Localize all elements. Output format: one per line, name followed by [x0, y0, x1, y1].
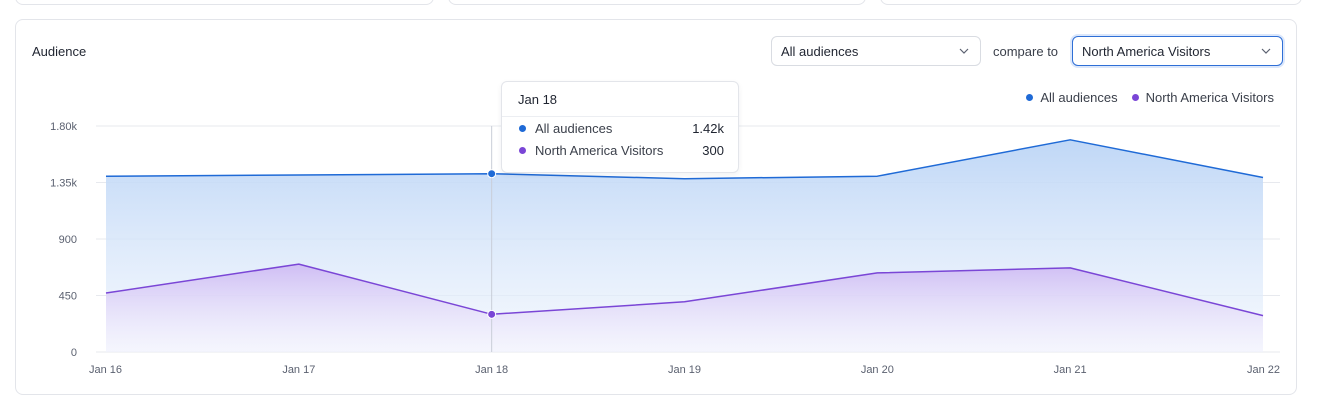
x-tick-label: Jan 18 — [475, 364, 508, 376]
compare-select[interactable]: North America Visitors — [1072, 36, 1283, 66]
audience-select-value: All audiences — [781, 43, 859, 59]
legend-dot — [1026, 94, 1034, 101]
tooltip-row: All audiences 1.42k — [502, 117, 738, 139]
compare-select-value: North America Visitors — [1082, 43, 1211, 59]
tooltip-row: North America Visitors 300 — [502, 139, 738, 161]
legend-label: All audiences — [1040, 90, 1118, 105]
tooltip-dot — [519, 124, 526, 132]
y-tick-label: 1.35k — [50, 178, 77, 190]
x-tick-label: Jan 17 — [282, 364, 315, 376]
audience-select[interactable]: All audiences — [771, 36, 981, 66]
legend-label: North America Visitors — [1145, 90, 1274, 105]
tooltip-dot — [519, 146, 526, 154]
chevron-down-icon — [959, 48, 969, 54]
chart-tooltip: Jan 18 All audiences 1.42k North America… — [501, 81, 739, 173]
x-tick-label: Jan 22 — [1247, 364, 1280, 376]
tooltip-series-name: North America Visitors — [535, 142, 664, 158]
legend-item-all-audiences[interactable]: All audiences — [1026, 90, 1118, 105]
x-tick-label: Jan 21 — [1054, 364, 1087, 376]
legend-dot — [1131, 94, 1139, 101]
y-tick-label: 0 — [71, 347, 77, 359]
tooltip-series-value: 1.42k — [692, 120, 724, 136]
tooltip-series-name: All audiences — [535, 120, 613, 136]
compare-label: compare to — [993, 44, 1059, 59]
x-tick-label: Jan 20 — [861, 364, 894, 376]
x-tick-label: Jan 19 — [668, 364, 701, 376]
chart-legend: All audiences North America Visitors — [1026, 90, 1274, 105]
y-tick-label: 450 — [59, 291, 77, 303]
tooltip-series-value: 300 — [702, 142, 724, 158]
card-title: Audience — [32, 44, 87, 59]
data-point — [487, 309, 497, 319]
x-tick-label: Jan 16 — [89, 364, 122, 376]
series-area — [106, 264, 1263, 352]
tooltip-date: Jan 18 — [502, 82, 738, 117]
legend-item-north-america[interactable]: North America Visitors — [1131, 90, 1274, 105]
chevron-down-icon — [1261, 48, 1271, 54]
y-tick-label: 1.80k — [50, 121, 77, 133]
data-point — [487, 169, 497, 179]
y-tick-label: 900 — [59, 234, 77, 246]
